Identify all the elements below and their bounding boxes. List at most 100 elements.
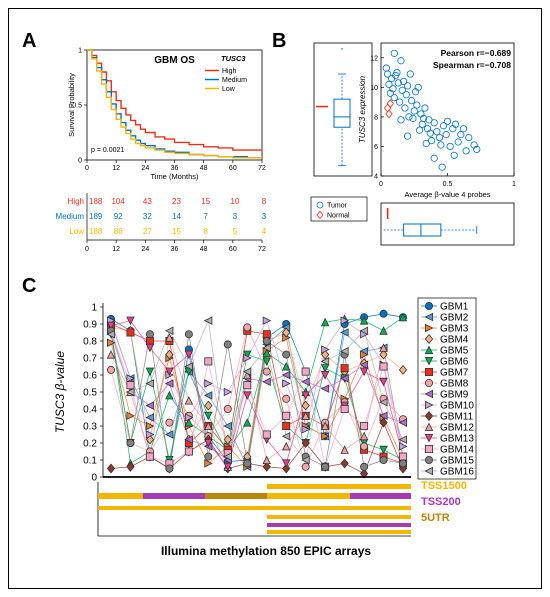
scatter-point-tumor (397, 57, 405, 65)
beta-point-gbm12 (165, 333, 174, 342)
scatter-stat: Spearman r=−0.708 (433, 60, 511, 70)
scatter-point-tumor (419, 114, 428, 122)
beta-y-tick-label: 0.7 (83, 354, 97, 365)
scatter-point-tumor (397, 116, 405, 124)
beta-point-gbm7 (126, 328, 135, 337)
km-x-tick-label: 48 (200, 165, 208, 172)
km-y-axis-label: Survival Probability (67, 73, 76, 137)
beta-y-tick-label: 0 (91, 473, 97, 484)
beta-legend-label: GBM6 (440, 357, 469, 368)
scatter-point-tumor (384, 70, 392, 78)
risk-cell: 8 (262, 197, 267, 206)
beta-point-gbm10 (398, 442, 408, 451)
scatter-point-tumor (393, 68, 401, 77)
beta-point-gbm1 (379, 309, 388, 318)
beta-x-axis-label: Illumina methylation 850 EPIC arrays (161, 544, 371, 558)
scatter-y-tick-label: 10 (370, 85, 378, 92)
scatter-point-tumor (422, 139, 430, 148)
scatter-point-tumor (415, 126, 424, 134)
scatter-legend-marker (316, 201, 324, 209)
risk-cell: 5 (233, 227, 238, 236)
beta-point-gbm8 (360, 442, 369, 451)
beta-point-gbm5 (262, 348, 271, 357)
scatter-point-tumor (443, 117, 452, 125)
km-legend-label: Medium (222, 77, 247, 84)
scatter-point-tumor (418, 120, 426, 128)
beta-point-gbm8 (262, 367, 271, 376)
beta-point-gbm15 (360, 462, 369, 471)
track-band (98, 493, 143, 499)
scatter-point-tumor (465, 133, 473, 142)
beta-point-gbm15 (282, 350, 291, 359)
risk-cell: 10 (230, 197, 239, 206)
risk-cell: 3 (262, 212, 267, 221)
beta-point-gbm14 (340, 404, 349, 413)
scatter-point-tumor (430, 119, 438, 127)
scatter-point-tumor (409, 114, 417, 122)
km-legend-title: TUSC3 (221, 54, 246, 63)
beta-point-gbm16 (320, 357, 330, 366)
beta-point-gbm16 (145, 379, 154, 388)
beta-legend-marker (424, 356, 434, 366)
beta-point-gbm14 (204, 357, 213, 366)
km-x-tick-label: 24 (141, 165, 149, 172)
beta-legend-label: GBM4 (440, 335, 469, 346)
beta-point-gbm8 (107, 365, 116, 374)
y-boxplot-outlier (341, 48, 343, 50)
beta-point-gbm5 (398, 312, 408, 322)
beta-point-gbm16 (223, 452, 232, 461)
scatter-point-tumor (382, 64, 390, 72)
track-band (143, 493, 205, 499)
beta-point-gbm6 (243, 350, 252, 360)
risk-cell: 32 (143, 212, 152, 221)
scatter-point-tumor (454, 138, 462, 146)
beta-point-gbm16 (262, 343, 271, 353)
scatter-point-tumor (398, 86, 406, 94)
beta-legend-label: GBM5 (440, 346, 469, 357)
beta-point-gbm13 (106, 321, 116, 331)
scatter-point-tumor (450, 151, 458, 159)
beta-point-gbm4 (379, 349, 388, 360)
beta-point-gbm4 (321, 349, 330, 360)
risk-cell: 86 (114, 227, 123, 236)
beta-point-gbm9 (320, 384, 330, 393)
risk-cell: 188 (89, 197, 103, 206)
scatter-point-tumor (403, 132, 412, 140)
beta-legend-marker (424, 312, 434, 322)
beta-point-gbm8 (223, 404, 232, 413)
beta-line-gbm14 (110, 330, 404, 469)
scatter-y-axis-label: TUSC3 expression (358, 75, 367, 143)
beta-point-gbm3 (204, 459, 213, 468)
beta-legend-marker (424, 433, 434, 443)
beta-point-gbm12 (301, 411, 310, 420)
beta-legend-marker (424, 323, 434, 333)
beta-point-gbm9 (184, 435, 193, 444)
beta-legend-marker (424, 389, 434, 399)
beta-point-gbm13 (126, 316, 135, 326)
beta-point-gbm11 (126, 461, 135, 472)
beta-line-gbm11 (110, 421, 404, 475)
beta-point-gbm4 (223, 434, 232, 445)
km-line-low (87, 49, 262, 159)
beta-legend-label: GBM14 (440, 445, 474, 456)
beta-point-gbm13 (243, 391, 252, 400)
km-x-tick-label: 72 (258, 165, 266, 172)
beta-point-gbm6 (379, 445, 388, 455)
beta-legend-marker (424, 422, 434, 432)
beta-legend-label: GBM7 (440, 368, 469, 379)
methylation-chart: 0 0.1 0.2 0.3 0.4 0.5 0.6 0.7 0.8 0.9 1 TUSC3 β-val… (53, 297, 477, 558)
risk-cell: 92 (114, 212, 123, 221)
scatter-legend-label: Tumor (327, 203, 348, 210)
beta-point-gbm12 (379, 343, 388, 352)
risk-cell: 27 (143, 227, 152, 236)
y-boxplot-frame (313, 42, 373, 177)
beta-point-gbm9 (145, 401, 154, 410)
beta-point-gbm13 (301, 391, 310, 400)
beta-point-gbm10 (145, 430, 155, 439)
beta-legend-label: GBM3 (440, 324, 469, 335)
risk-x-tick-label: 48 (200, 246, 208, 253)
beta-point-gbm12 (204, 421, 213, 431)
risk-cell: 23 (172, 197, 181, 206)
beta-point-gbm15 (321, 462, 330, 471)
